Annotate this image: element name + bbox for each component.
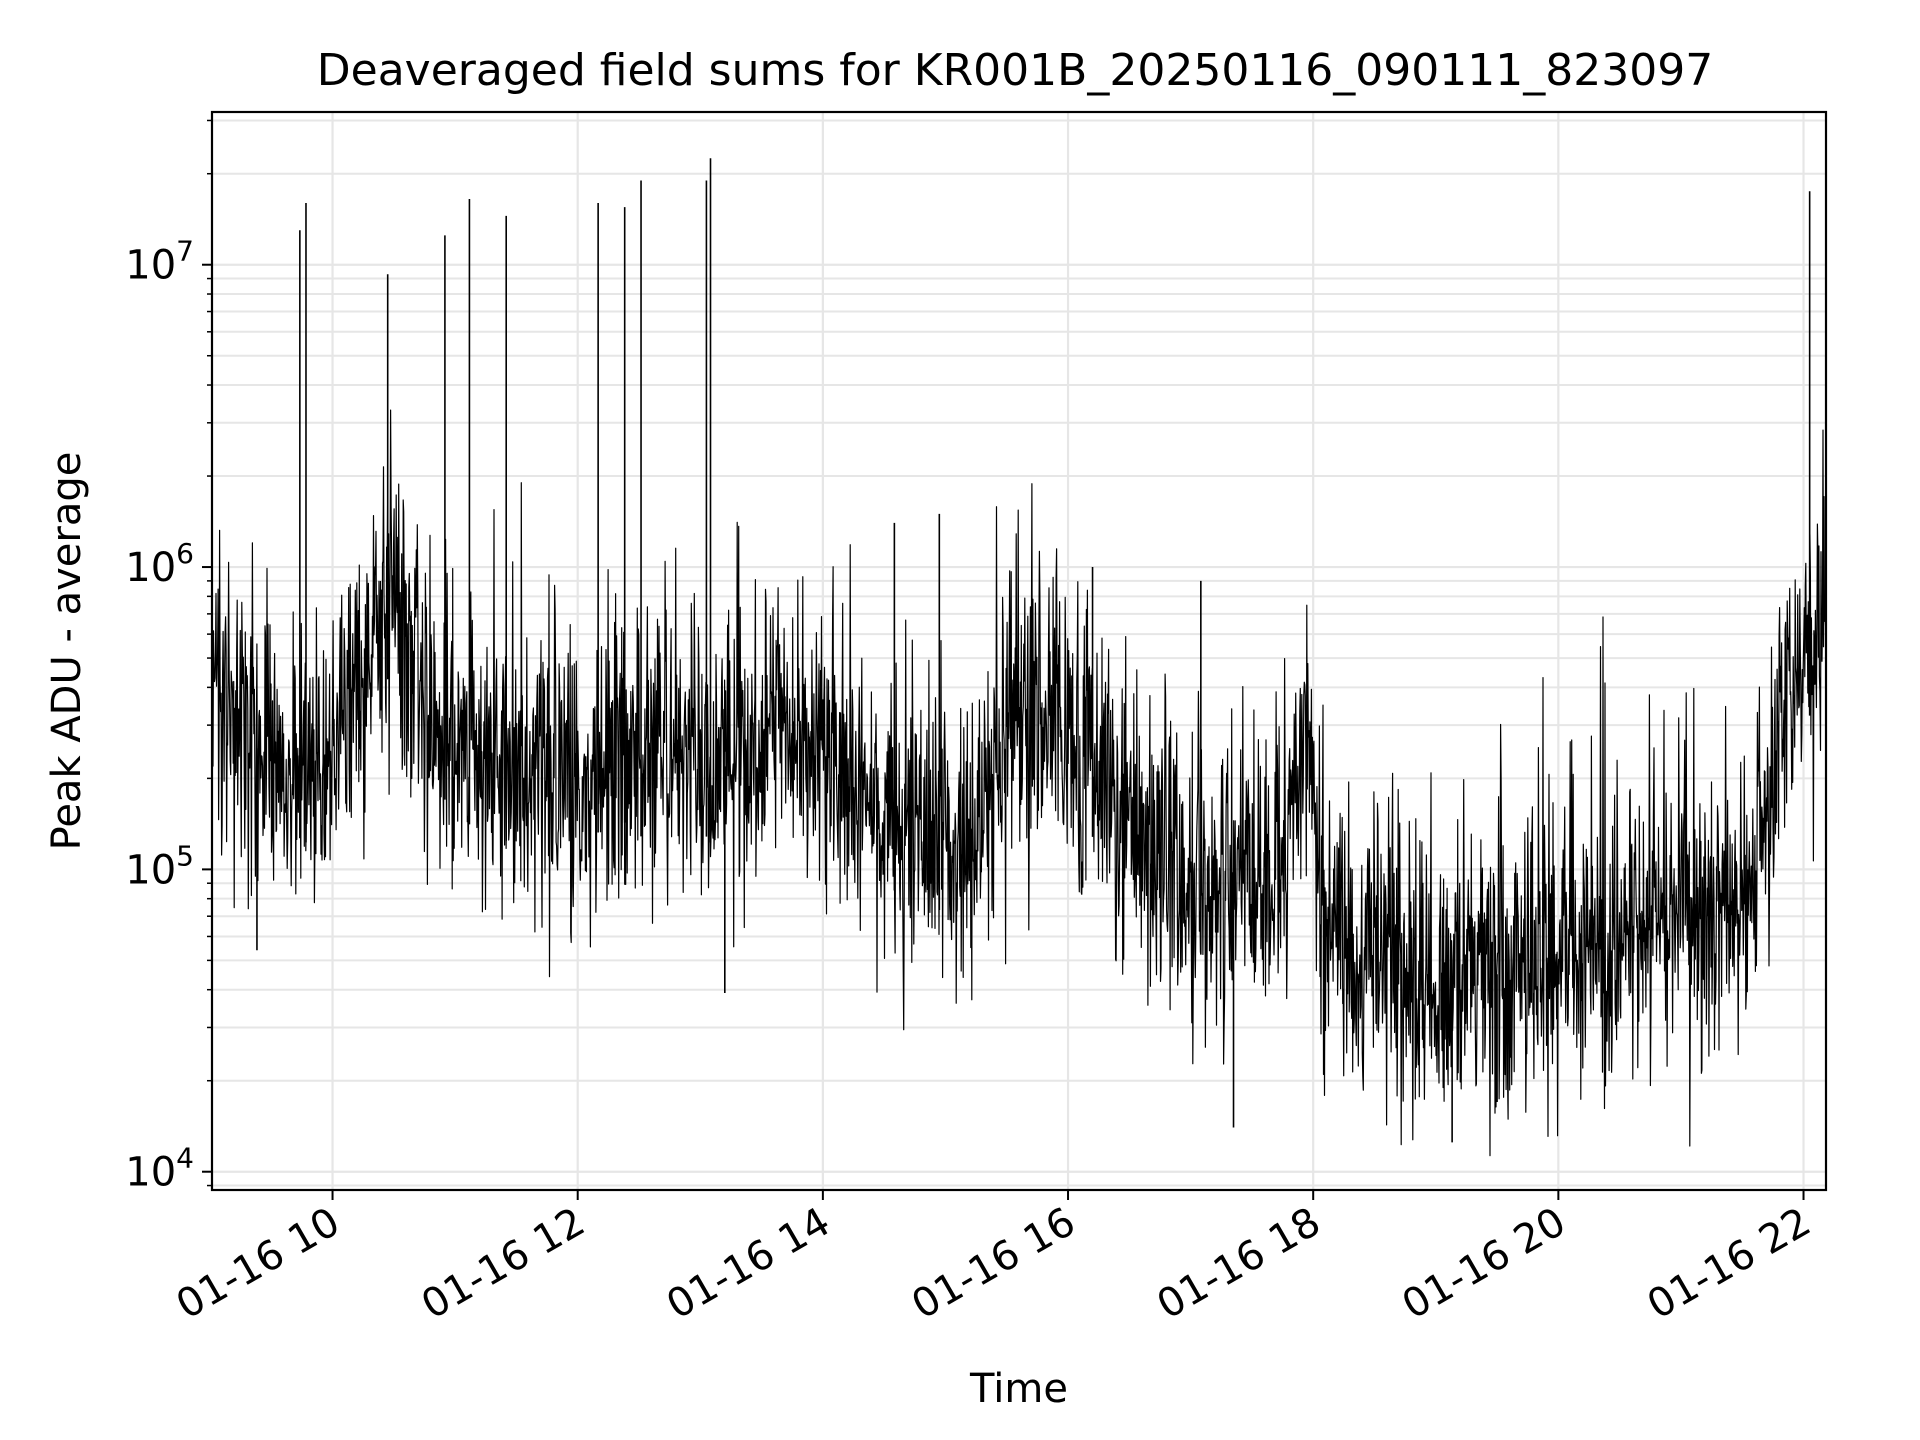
y-tick-label: 105	[125, 839, 194, 893]
series-group	[211, 158, 1827, 1157]
y-tick-label: 104	[125, 1142, 194, 1196]
y-tick-label: 107	[125, 235, 194, 289]
y-axis-label: Peak ADU - average	[44, 452, 90, 851]
x-axis-label: Time	[969, 1366, 1068, 1412]
plot-frame	[210, 110, 1828, 1192]
chart-title: Deaveraged field sums for KR001B_2025011…	[317, 45, 1713, 96]
y-tick-label: 106	[125, 537, 194, 591]
series-line	[211, 409, 1827, 1157]
y-axis: 104 105 106 107	[125, 119, 212, 1196]
